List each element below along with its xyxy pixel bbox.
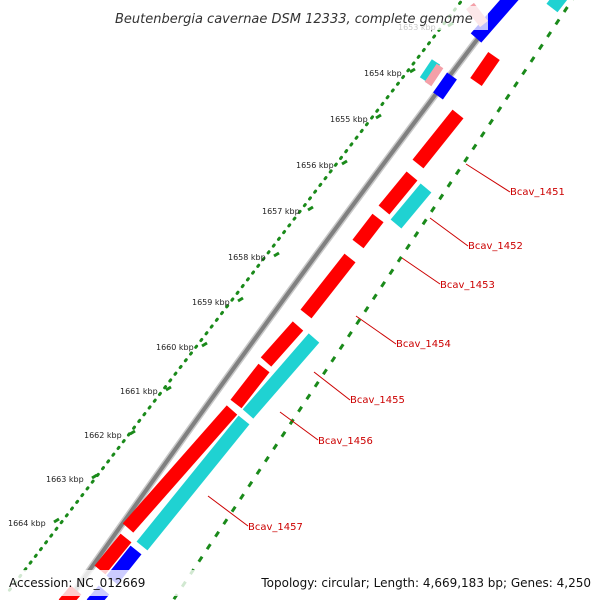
cds-red xyxy=(122,405,238,533)
gene-callouts: Bcav_1451 Bcav_1452 Bcav_1453 Bcav_1454 Bcav… xyxy=(207,163,565,533)
tick-label: 1661 kbp xyxy=(120,387,158,396)
gene-label[interactable]: Bcav_1453 xyxy=(440,280,495,291)
tick-mark xyxy=(237,296,244,303)
gene-label[interactable]: Bcav_1457 xyxy=(248,522,303,533)
cds-red xyxy=(94,533,132,575)
tick-label: 1659 kbp xyxy=(192,298,230,307)
gene-callout-line xyxy=(279,411,319,441)
accession-label: Accession: NC_012669 xyxy=(9,576,145,590)
gene-label[interactable]: Bcav_1455 xyxy=(350,395,405,406)
topology-label: Topology: circular; Length: 4,669,183 bp… xyxy=(260,576,591,590)
map-title: Beutenbergia cavernae DSM 12333, complet… xyxy=(115,12,473,27)
tick-mark xyxy=(341,159,348,166)
tick-mark xyxy=(273,251,280,258)
cds-red xyxy=(412,109,464,169)
cds-red xyxy=(260,321,304,367)
feature-track xyxy=(58,0,568,600)
cds-red xyxy=(230,363,270,409)
tick-mark xyxy=(129,429,136,436)
tick-mark xyxy=(307,205,314,212)
scale-track-inner xyxy=(171,0,574,600)
gene-callout-line xyxy=(401,257,441,285)
gene-callout-line xyxy=(355,315,397,345)
tick-mark xyxy=(409,67,416,74)
gene-label[interactable]: Bcav_1456 xyxy=(318,436,373,447)
tick-label: 1658 kbp xyxy=(228,253,266,262)
cds-cyan xyxy=(390,183,432,229)
cds-cyan xyxy=(242,333,320,419)
tick-label: 1660 kbp xyxy=(156,343,194,352)
tick-label: 1664 kbp xyxy=(8,519,46,528)
cds-cyan xyxy=(546,0,568,13)
gene-callout-line xyxy=(313,371,351,401)
tick-label: 1654 kbp xyxy=(364,69,402,78)
cds-red xyxy=(378,171,418,215)
gene-label[interactable]: Bcav_1454 xyxy=(396,339,451,350)
cds-cyan xyxy=(419,59,441,83)
tick-label: 1656 kbp xyxy=(296,161,334,170)
tick-mark xyxy=(53,517,60,524)
gene-callout-line xyxy=(429,217,469,247)
gene-label[interactable]: Bcav_1451 xyxy=(510,187,565,198)
tick-mark xyxy=(375,113,382,120)
cds-light-red xyxy=(424,63,444,87)
cds-red xyxy=(300,253,356,319)
cds-red xyxy=(352,213,384,249)
cds-cyan xyxy=(136,415,250,551)
tick-label: 1655 kbp xyxy=(330,115,368,124)
tick-mark xyxy=(201,341,208,348)
genome-backbone xyxy=(66,0,510,600)
tick-label: 1662 kbp xyxy=(84,431,122,440)
cds-red xyxy=(470,52,500,86)
gene-callout-line xyxy=(465,163,511,193)
gene-label[interactable]: Bcav_1452 xyxy=(468,241,523,252)
tick-mark xyxy=(165,385,172,392)
tick-mark xyxy=(91,473,98,480)
gene-callout-line xyxy=(207,495,249,527)
tick-label: 1657 kbp xyxy=(262,207,300,216)
footer-backdrop xyxy=(0,570,600,596)
scale-track-outer xyxy=(6,0,465,594)
title-backdrop xyxy=(108,6,488,30)
cds-blue xyxy=(433,72,457,100)
tick-label: 1663 kbp xyxy=(46,475,84,484)
